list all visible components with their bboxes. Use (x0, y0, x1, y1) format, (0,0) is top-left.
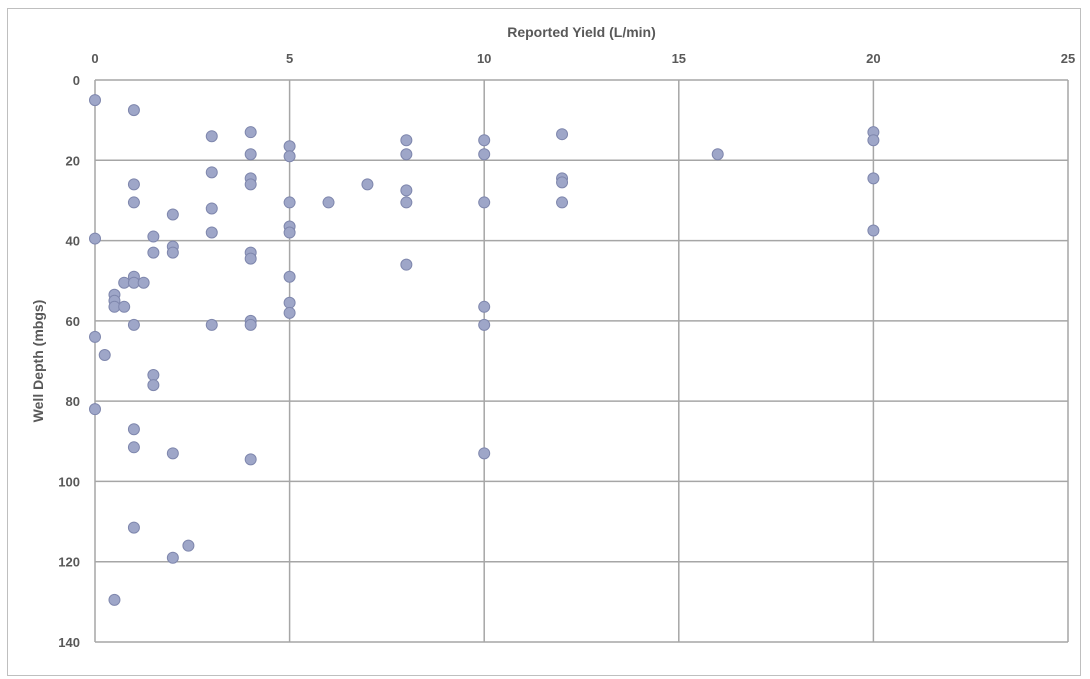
y-tick-label: 20 (66, 153, 80, 168)
data-point (147, 246, 160, 259)
data-point (322, 196, 335, 209)
data-point (205, 130, 218, 143)
data-point (244, 252, 257, 265)
data-point (478, 318, 491, 331)
y-tick-label: 100 (58, 474, 80, 489)
data-point (711, 148, 724, 161)
data-point (98, 348, 111, 361)
x-tick-label: 10 (477, 51, 491, 66)
data-point (400, 258, 413, 271)
chart-area (7, 8, 1081, 676)
data-point (244, 453, 257, 466)
data-point (400, 184, 413, 197)
data-point (127, 441, 140, 454)
y-tick-label: 60 (66, 314, 80, 329)
data-point (283, 226, 296, 239)
data-point (205, 318, 218, 331)
data-point (244, 318, 257, 331)
data-point (556, 196, 569, 209)
y-tick-label: 140 (58, 635, 80, 650)
data-point (127, 521, 140, 534)
data-point (283, 196, 296, 209)
data-point (400, 196, 413, 209)
data-point (89, 330, 101, 343)
data-point (478, 447, 491, 460)
data-point (556, 128, 569, 141)
data-point (166, 551, 179, 564)
data-point (147, 379, 160, 392)
data-point (127, 104, 140, 117)
data-point (556, 176, 569, 189)
data-point (867, 134, 880, 147)
data-point (137, 276, 150, 289)
data-point (283, 306, 296, 319)
data-point (166, 447, 179, 460)
data-point (127, 196, 140, 209)
data-point (147, 369, 160, 382)
x-tick-label: 0 (91, 51, 98, 66)
data-points (89, 94, 880, 606)
data-point (867, 172, 880, 185)
data-point (400, 134, 413, 147)
gridlines (94, 79, 1069, 643)
data-point (478, 300, 491, 313)
data-point (166, 208, 179, 221)
data-point (283, 150, 296, 163)
data-point (283, 140, 296, 153)
data-point (478, 196, 491, 209)
data-point (361, 178, 374, 191)
data-point (478, 134, 491, 147)
data-point (283, 270, 296, 283)
y-tick-label: 80 (66, 394, 80, 409)
data-point (127, 178, 140, 191)
data-point (127, 318, 140, 331)
data-point (89, 94, 101, 107)
tick-labels: 0 5 10 15 20 25 0 20 40 60 80 100 120 140 (58, 51, 1075, 650)
data-point (205, 226, 218, 239)
x-tick-label: 5 (286, 51, 293, 66)
y-tick-label: 120 (58, 555, 80, 570)
data-point (118, 300, 131, 313)
x-tick-label: 20 (866, 51, 880, 66)
data-point (166, 246, 179, 259)
data-point (400, 148, 413, 161)
data-point (478, 148, 491, 161)
data-point (244, 126, 257, 139)
y-axis-title: Well Depth (mbgs) (30, 300, 46, 423)
data-point (283, 296, 296, 309)
x-axis-title: Reported Yield (L/min) (507, 24, 656, 40)
data-point (205, 202, 218, 215)
y-tick-label: 40 (66, 234, 80, 249)
data-point (127, 423, 140, 436)
data-point (205, 166, 218, 179)
data-point (244, 148, 257, 161)
x-tick-label: 15 (672, 51, 686, 66)
data-point (182, 539, 195, 552)
data-point (867, 224, 880, 237)
data-point (244, 178, 257, 191)
data-point (108, 593, 121, 606)
data-point (89, 403, 101, 416)
x-tick-label: 25 (1061, 51, 1075, 66)
data-point (147, 230, 160, 243)
data-point (89, 232, 101, 245)
y-tick-label: 0 (73, 73, 80, 88)
